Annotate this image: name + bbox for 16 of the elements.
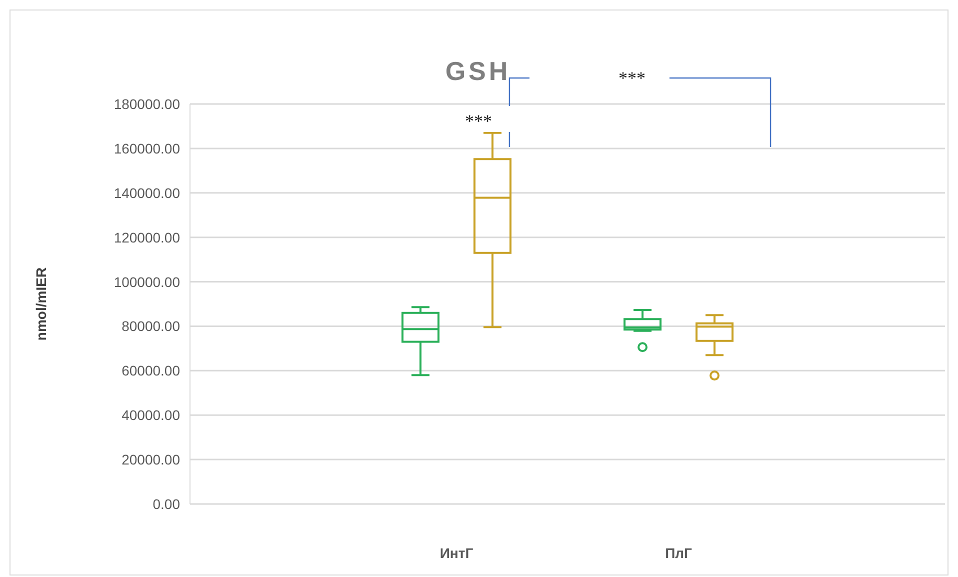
y-tick-label: 140000.00 <box>114 184 180 201</box>
annotation: *** <box>464 111 492 131</box>
y-tick-label: 40000.00 <box>122 407 180 424</box>
y-tick-label: 60000.00 <box>122 362 180 379</box>
y-tick-label: 20000.00 <box>122 452 180 468</box>
x-tick-label: ПлГ <box>665 545 692 561</box>
y-tick-label: 100000.00 <box>114 274 180 290</box>
y-tick-label: 160000.00 <box>114 140 180 156</box>
x-tick-label: ИнтГ <box>440 545 474 561</box>
y-axis-title: nmol/mIER <box>33 267 49 341</box>
y-tick-label: 180000.00 <box>114 96 180 112</box>
y-tick-label: 0.00 <box>152 496 180 512</box>
y-tick-label: 80000.00 <box>122 318 180 334</box>
chart-title: GSH <box>445 56 511 86</box>
y-tick-label: 120000.00 <box>114 229 180 246</box>
text: *** <box>618 68 646 88</box>
